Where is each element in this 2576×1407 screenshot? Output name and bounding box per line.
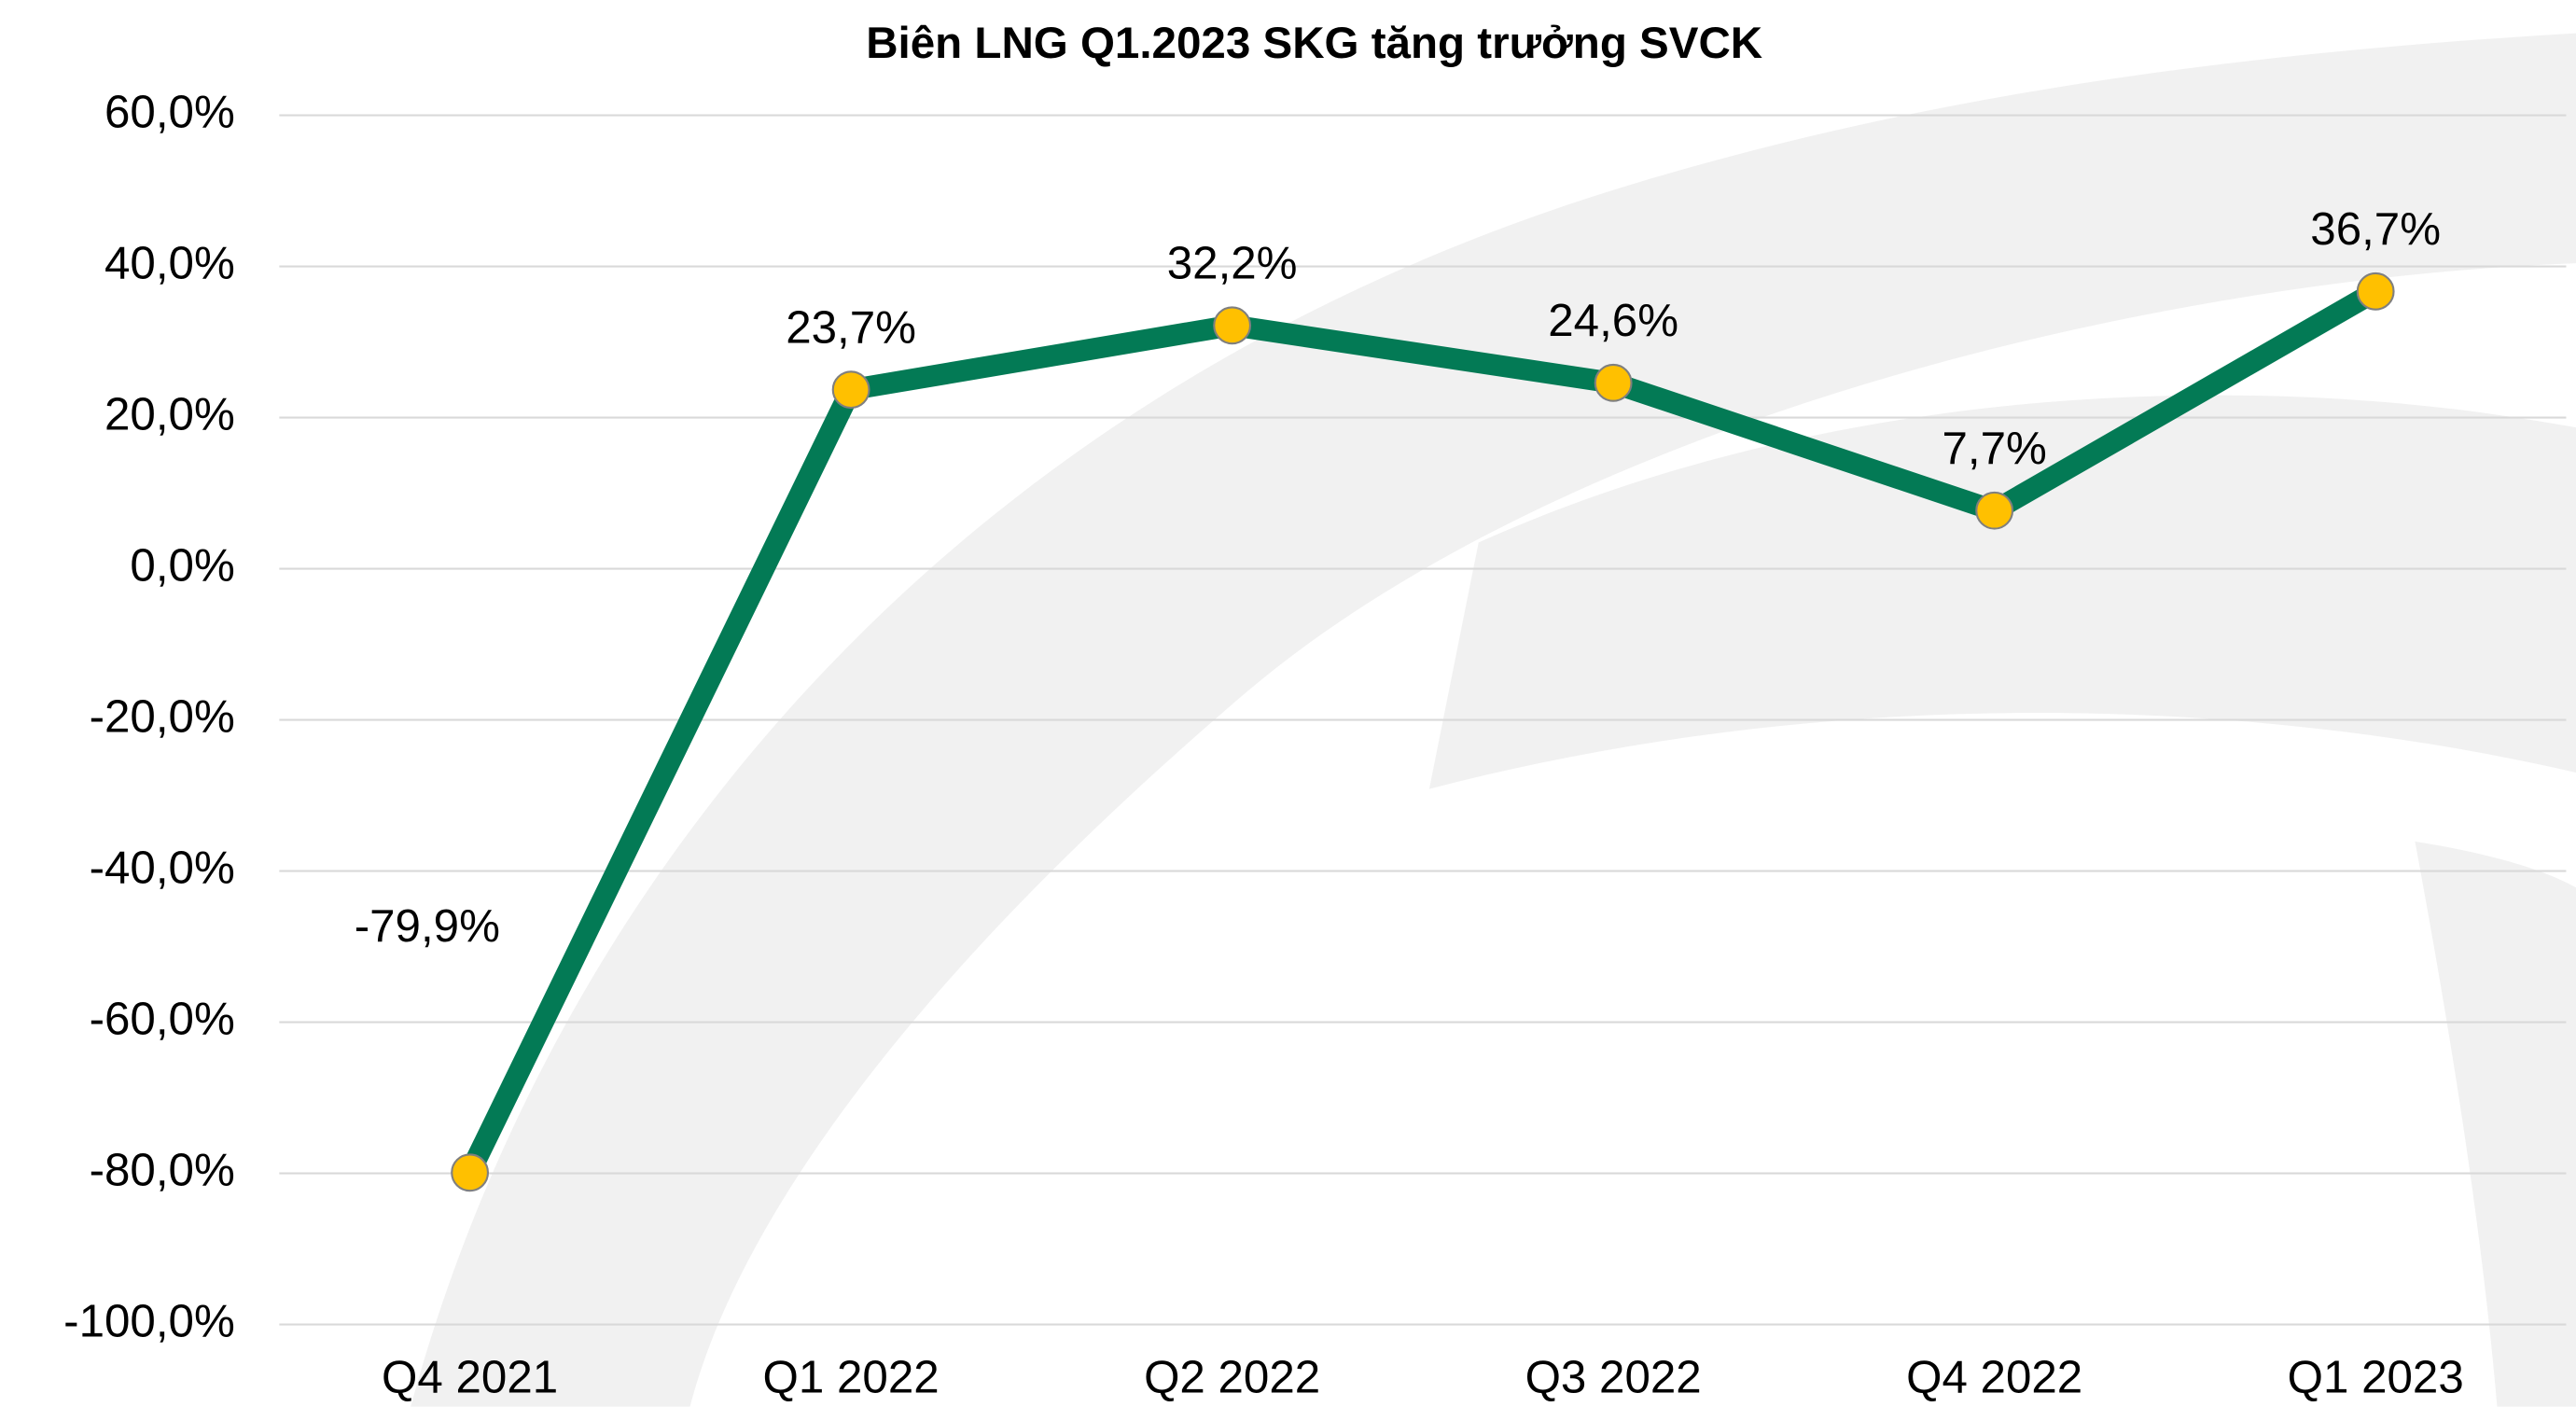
y-tick-label: 0,0% [130, 540, 234, 592]
y-tick-label: 60,0% [104, 87, 235, 138]
marker [1594, 363, 1633, 402]
y-tick-label: -100,0% [63, 1296, 235, 1347]
y-tick-label: 20,0% [104, 389, 235, 440]
data-label: 36,7% [2310, 203, 2441, 255]
marker [831, 370, 870, 410]
chart-title: Biên LNG Q1.2023 SKG tăng trưởng SVCK [866, 19, 1762, 68]
y-tick-label: 40,0% [104, 238, 235, 289]
x-tick-label: Q3 2022 [1525, 1351, 1702, 1402]
data-label: -79,9% [355, 900, 500, 952]
marker [1213, 306, 1252, 345]
x-tick-label: Q2 2022 [1144, 1351, 1320, 1402]
y-tick-label: -80,0% [90, 1145, 235, 1196]
data-label: 24,6% [1548, 295, 1678, 346]
x-tick-label: Q1 2022 [763, 1351, 940, 1402]
data-label: 23,7% [786, 301, 916, 353]
data-label: 7,7% [1942, 423, 2046, 474]
data-label: 32,2% [1167, 237, 1298, 288]
x-tick-label: Q1 2023 [2288, 1351, 2464, 1402]
marker [451, 1153, 490, 1192]
x-tick-label: Q4 2021 [382, 1351, 558, 1402]
marker [2356, 272, 2395, 311]
marker [1975, 491, 2014, 530]
y-tick-label: -20,0% [90, 691, 235, 743]
line [460, 282, 2381, 1177]
y-tick-label: -40,0% [90, 843, 235, 894]
x-tick-label: Q4 2022 [1906, 1351, 2082, 1402]
y-tick-label: -60,0% [90, 994, 235, 1045]
